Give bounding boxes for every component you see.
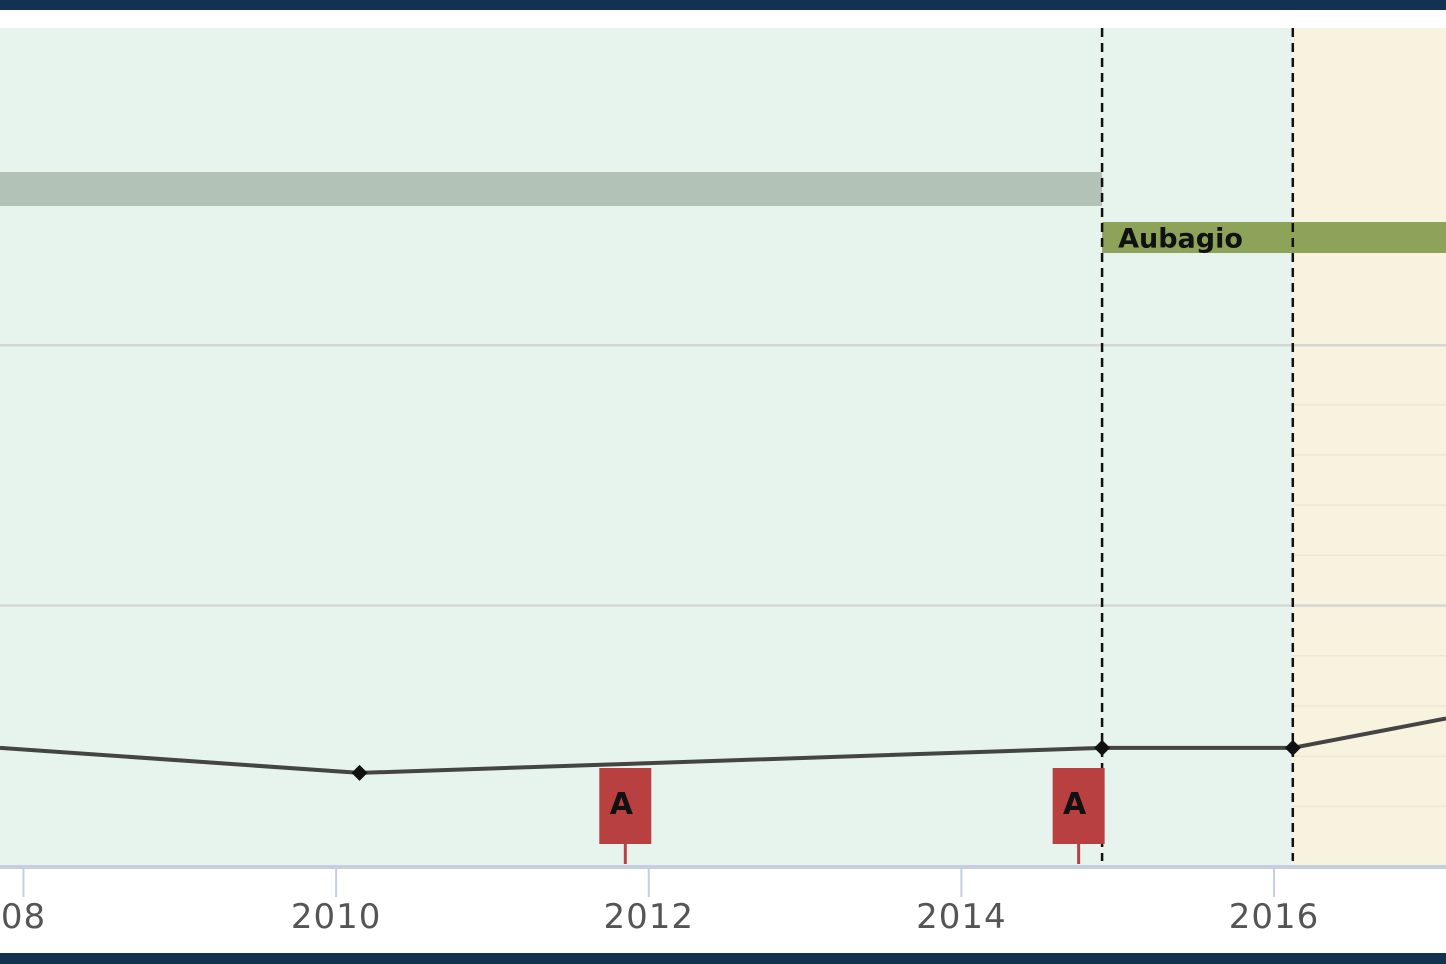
relapse-label-0: A <box>610 787 634 822</box>
data-point-0-1 <box>351 764 368 781</box>
data-series <box>0 716 1446 781</box>
relapse-label-1: A <box>1063 787 1087 822</box>
relapse-marker-1 <box>1052 768 1105 844</box>
background-periods <box>0 28 1446 865</box>
x-tick-label-4: 2016 <box>1229 897 1320 937</box>
x-tick-label-1: 2010 <box>291 897 382 937</box>
background-period-1 <box>1292 28 1446 865</box>
event-lines <box>1100 28 1295 861</box>
x-tick-label-0: 08 <box>1 897 46 937</box>
treatment-bar-1 <box>1102 222 1446 253</box>
relapse-marker-0 <box>599 768 652 844</box>
bottom-border <box>0 953 1446 964</box>
data-point-0-3 <box>1284 739 1301 756</box>
x-tick-label-3: 2014 <box>916 897 1007 937</box>
background-period-0 <box>0 28 1293 865</box>
grid-lines <box>0 343 1446 808</box>
treatment-bars: Aubagio <box>0 172 1446 255</box>
x-axis: 08 2010 2012 2014 2016 <box>0 865 1446 937</box>
top-border <box>0 0 1446 10</box>
x-tick-label-2: 2012 <box>603 897 694 937</box>
data-point-0-2 <box>1094 739 1111 756</box>
treatment-label-1: Aubagio <box>1118 224 1243 255</box>
treatment-bar-0 <box>0 172 1103 206</box>
